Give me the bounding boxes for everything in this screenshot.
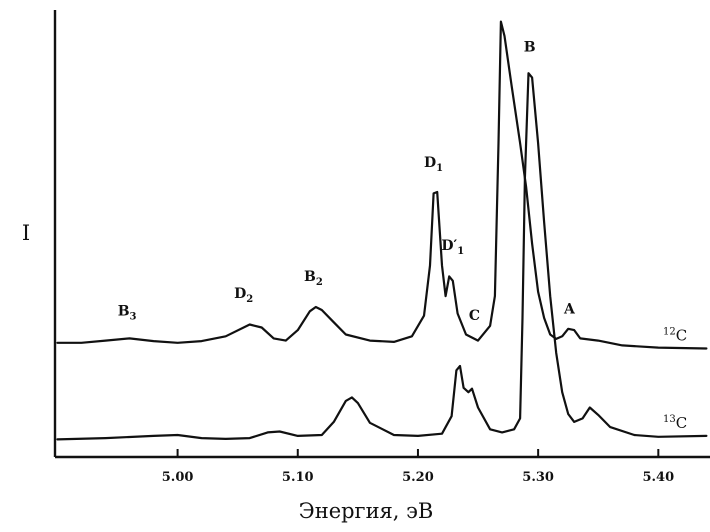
x-tick-label-2: 5.20 [402, 470, 434, 485]
series-line-1 [56, 72, 708, 441]
peak-annotations: B3 D2 B2 D1 D′1 C B A [118, 39, 576, 324]
series-line-0 [56, 20, 708, 350]
x-tick-label-3: 5.30 [522, 470, 554, 485]
x-axis-ticks: 5.00 5.10 5.20 5.30 5.40 [162, 449, 674, 485]
peak-label-3: D1 [424, 155, 443, 174]
series-label-1: 13C [663, 414, 687, 432]
spectrum-traces [56, 20, 708, 441]
y-axis-label: I [22, 221, 30, 245]
x-tick-label-1: 5.10 [282, 470, 314, 485]
peak-label-2: B2 [304, 269, 323, 288]
peak-label-0: B3 [118, 304, 137, 323]
peak-label-7: A [563, 302, 576, 318]
x-tick-label-0: 5.00 [162, 470, 194, 485]
peak-label-1: D2 [234, 286, 253, 305]
peak-label-4: D′1 [441, 238, 464, 257]
peak-label-5: C [469, 308, 480, 324]
peak-label-6: B [524, 39, 536, 55]
x-axis-label: Энергия, эВ [299, 499, 434, 523]
x-tick-label-4: 5.40 [642, 470, 674, 485]
series-label-0: 12C [663, 326, 687, 344]
series-labels: 12C 13C [663, 326, 687, 431]
